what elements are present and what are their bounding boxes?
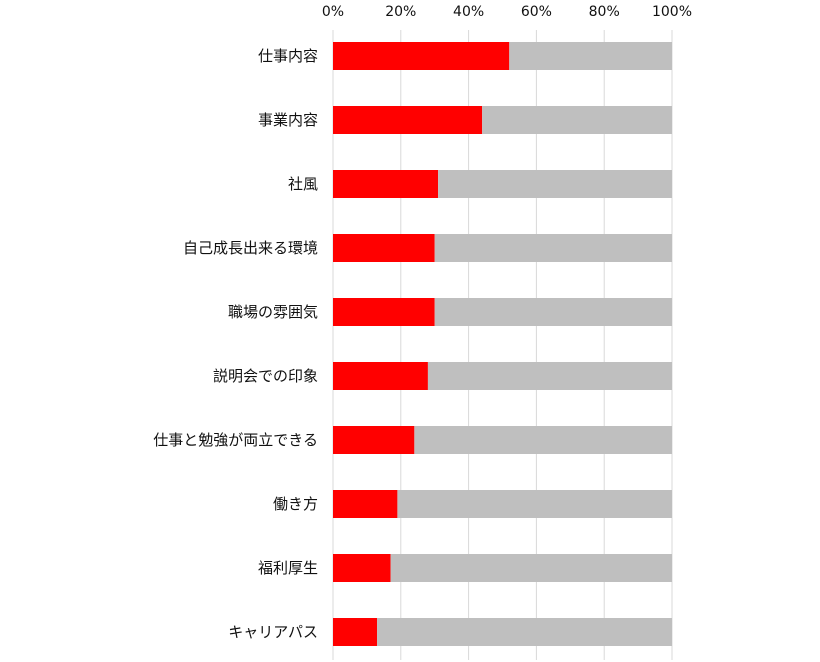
bar-segment-primary (333, 234, 435, 262)
bar-segment-primary (333, 42, 510, 70)
category-label: 仕事内容 (258, 47, 318, 65)
bar-segment-primary (333, 490, 398, 518)
bar-segment-remainder (427, 362, 672, 390)
bar-segment-remainder (438, 170, 672, 198)
bar-segment-remainder (434, 298, 672, 326)
bar-segment-primary (333, 554, 391, 582)
x-tick-label: 20% (385, 4, 416, 20)
x-tick-label: 100% (652, 4, 692, 20)
bar-segment-remainder (509, 42, 672, 70)
bar-segment-remainder (414, 426, 672, 454)
category-labels: 仕事内容事業内容社風自己成長出来る環境職場の雰囲気説明会での印象仕事と勉強が両立… (153, 47, 318, 641)
x-axis-ticks: 0% 20% 40% 60% 80% 100% (322, 4, 692, 20)
category-label: 社風 (288, 175, 318, 193)
category-label: キャリアパス (228, 623, 318, 641)
bar-segment-remainder (390, 554, 672, 582)
bar-segment-remainder (397, 490, 672, 518)
bars (333, 42, 672, 646)
bar-segment-primary (333, 106, 483, 134)
bar-segment-remainder (434, 234, 672, 262)
category-label: 福利厚生 (258, 559, 318, 577)
x-tick-label: 0% (322, 4, 344, 20)
bar-segment-remainder (377, 618, 672, 646)
x-tick-label: 60% (521, 4, 552, 20)
category-label: 自己成長出来る環境 (183, 239, 318, 257)
bar-segment-primary (333, 298, 435, 326)
category-label: 説明会での印象 (213, 367, 318, 385)
category-label: 事業内容 (258, 111, 318, 129)
x-tick-label: 40% (453, 4, 484, 20)
x-tick-label: 80% (589, 4, 620, 20)
bar-segment-primary (333, 426, 415, 454)
bar-segment-primary (333, 618, 378, 646)
category-label: 仕事と勉強が両立できる (153, 431, 318, 449)
bar-segment-remainder (482, 106, 672, 134)
category-label: 働き方 (273, 495, 318, 513)
bar-segment-primary (333, 362, 428, 390)
category-label: 職場の雰囲気 (228, 303, 318, 321)
bar-segment-primary (333, 170, 439, 198)
